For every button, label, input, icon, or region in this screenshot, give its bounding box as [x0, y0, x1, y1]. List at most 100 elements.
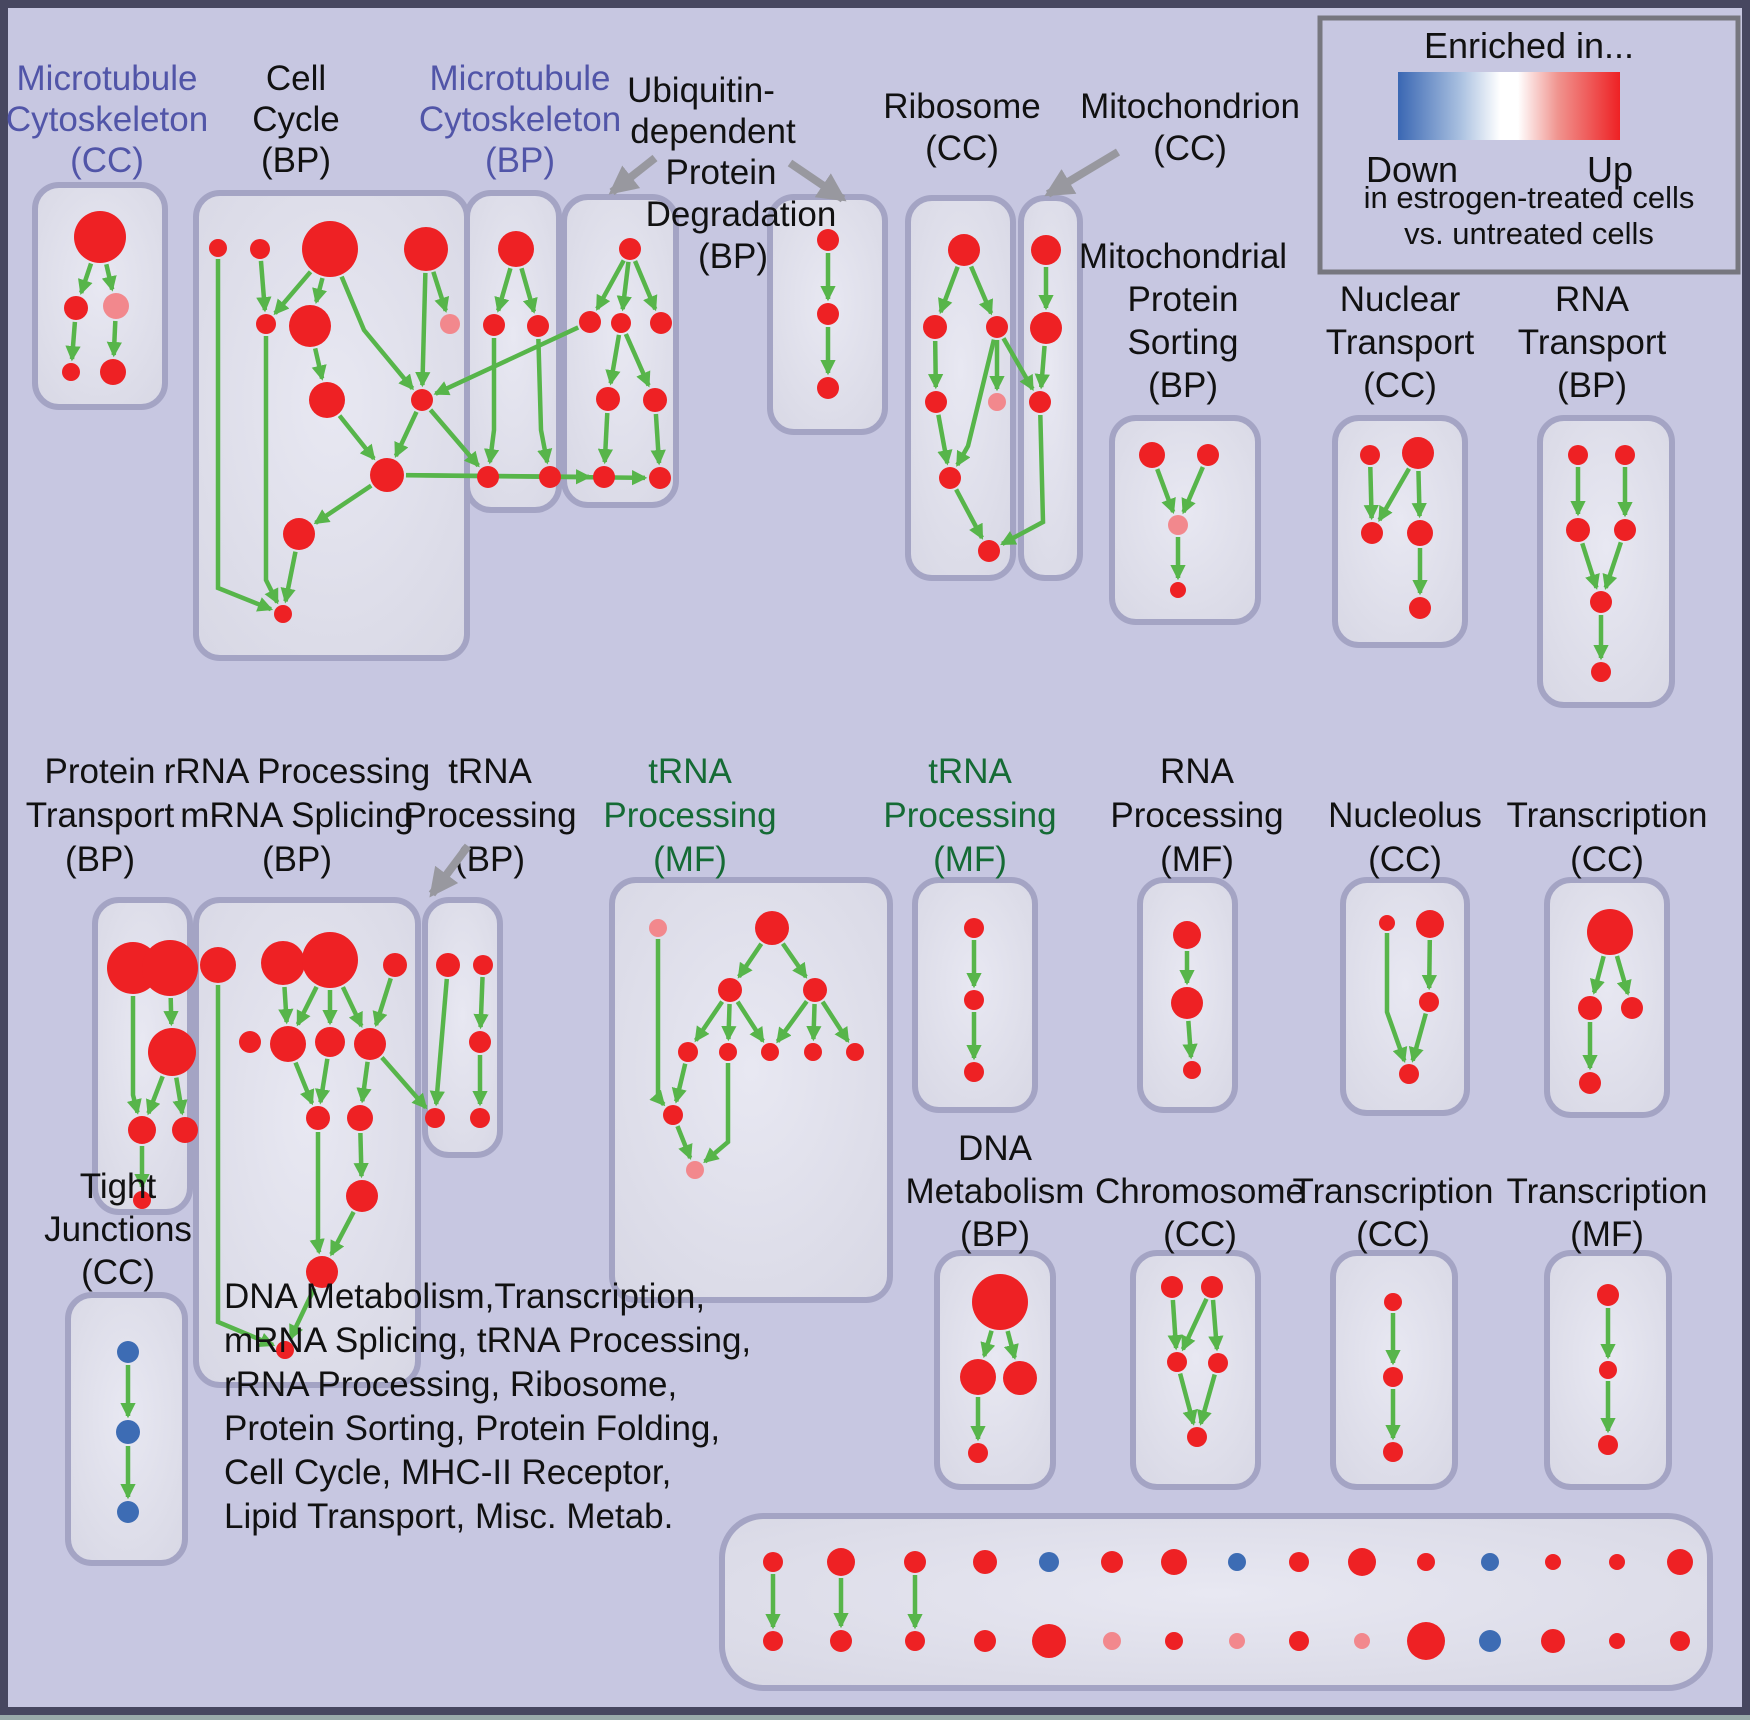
edge	[429, 978, 450, 1107]
edge	[163, 997, 179, 1027]
go-term-node-red	[1399, 1064, 1419, 1084]
cluster-label-mito-protein-sorting-bp: Protein	[1128, 280, 1239, 319]
go-term-node-red	[1417, 1553, 1435, 1571]
cluster-label-mito-protein-sorting-bp: (BP)	[1148, 366, 1218, 405]
edge	[980, 1330, 996, 1359]
cluster-label-transcription-mf: Transcription	[1507, 1172, 1708, 1211]
go-term-node-red	[411, 389, 433, 411]
cluster-box-rna-transport-bp	[1537, 415, 1675, 708]
cluster-label-mt-bp: (BP)	[485, 141, 555, 180]
go-term-node-red	[761, 1043, 779, 1061]
edge	[311, 347, 327, 381]
go-term-node-red	[925, 391, 947, 413]
go-term-node-red	[619, 238, 641, 260]
go-term-node-blue	[117, 1501, 139, 1523]
edge	[1421, 939, 1437, 991]
edge	[519, 267, 538, 314]
go-term-node-blue	[1039, 1552, 1059, 1572]
go-term-node-red	[960, 1359, 996, 1395]
cluster-label-nucleolus-cc: (CC)	[1368, 840, 1442, 879]
go-term-node-red	[827, 1548, 855, 1576]
go-term-node-red	[128, 1116, 156, 1144]
edge	[649, 939, 666, 1107]
cluster-label-cc-bp: Cycle	[252, 100, 340, 139]
cluster-label-chromosome-cc: (CC)	[1163, 1215, 1237, 1254]
go-term-node-red	[1173, 921, 1201, 949]
legend-down-label: Down	[1366, 149, 1458, 190]
cluster-box-nuclear-transport-cc	[1332, 415, 1468, 648]
cluster-label-rna-processing-mf: RNA	[1160, 752, 1235, 791]
edge	[1589, 955, 1606, 995]
go-term-node-red	[1383, 1442, 1403, 1462]
edge	[329, 1210, 356, 1257]
go-term-node-red	[1379, 915, 1395, 931]
go-term-node-red	[1289, 1552, 1309, 1572]
layer-edges	[65, 253, 1633, 1630]
go-term-node-red	[611, 313, 631, 333]
go-term-node-red	[1003, 1361, 1037, 1395]
go-term-node-red	[804, 1043, 822, 1061]
legend-gradient-bar	[1398, 72, 1620, 140]
cluster-label-trna-processing-mf-large: (MF)	[653, 840, 727, 879]
legend-subline-1: in estrogen-treated cells	[1364, 180, 1695, 215]
go-term-node-blue	[117, 1341, 139, 1363]
edge	[380, 1056, 428, 1110]
go-term-node-red	[678, 1042, 698, 1062]
go-term-node-red	[1384, 1293, 1402, 1311]
go-term-node-red	[148, 1028, 196, 1076]
go-term-node-red	[643, 388, 667, 412]
misc-terms-text-line: rRNA Processing, Ribosome,	[224, 1365, 677, 1404]
go-term-node-red	[904, 1551, 926, 1573]
go-term-node-red	[1568, 445, 1588, 465]
edge	[806, 1003, 822, 1042]
go-term-node-red	[64, 296, 88, 320]
go-term-node-red	[817, 377, 839, 399]
go-term-node-red	[964, 1062, 984, 1082]
go-term-node-red	[1409, 597, 1431, 619]
cluster-label-nuclear-transport-cc: Transport	[1326, 323, 1475, 362]
go-term-node-red	[1587, 909, 1633, 955]
legend-title: Enriched in...	[1424, 25, 1634, 66]
go-term-node-pink	[1354, 1633, 1370, 1649]
go-term-node-red	[256, 314, 276, 334]
go-term-node-red	[978, 540, 1000, 562]
edge	[126, 996, 142, 1115]
go-term-node-red	[755, 911, 789, 945]
go-term-node-pink	[988, 393, 1006, 411]
edge	[623, 333, 651, 388]
edge	[393, 410, 419, 459]
edge	[1377, 467, 1411, 522]
edge	[671, 1063, 688, 1104]
go-term-node-red	[1578, 996, 1602, 1020]
go-term-node-red	[425, 1108, 445, 1128]
misc-terms-text-line: Cell Cycle, MHC-II Receptor,	[224, 1453, 671, 1492]
cluster-label-trna-processing-mf-large: tRNA	[648, 752, 732, 791]
cluster-label-trna-processing-mf-large: Processing	[603, 796, 776, 835]
go-term-node-red	[1161, 1549, 1187, 1575]
cluster-label-protein-transport-bp: Protein	[45, 752, 156, 791]
go-term-node-red	[1101, 1551, 1123, 1573]
edge	[314, 1058, 331, 1105]
cluster-box-ubiq-bp-1	[561, 194, 679, 508]
go-term-node-red	[1361, 522, 1383, 544]
edge	[1602, 541, 1624, 590]
edge	[494, 267, 513, 313]
go-term-node-red	[1598, 1435, 1618, 1455]
cluster-label-dna-metabolism-bp: (BP)	[960, 1215, 1030, 1254]
cluster-label-ubiq-bp-1: (BP)	[698, 237, 768, 276]
cluster-label-mito-protein-sorting-bp: Sorting	[1128, 323, 1239, 362]
go-term-node-red	[527, 315, 549, 337]
trna-bp-arrow	[428, 843, 472, 898]
ubiquitin-right-arrow	[787, 159, 847, 203]
go-term-node-red	[1591, 662, 1611, 682]
cluster-label-trna-processing-mf-small: (MF)	[933, 840, 1007, 879]
edge	[431, 271, 450, 313]
edge	[1363, 466, 1379, 521]
legend-box	[1317, 15, 1741, 275]
go-term-node-red	[315, 1027, 345, 1057]
go-term-node-red	[1407, 1622, 1445, 1660]
go-term-node-red	[986, 316, 1008, 338]
misc-terms-text-line: mRNA Splicing, tRNA Processing,	[224, 1321, 751, 1360]
edge	[1408, 1012, 1428, 1063]
